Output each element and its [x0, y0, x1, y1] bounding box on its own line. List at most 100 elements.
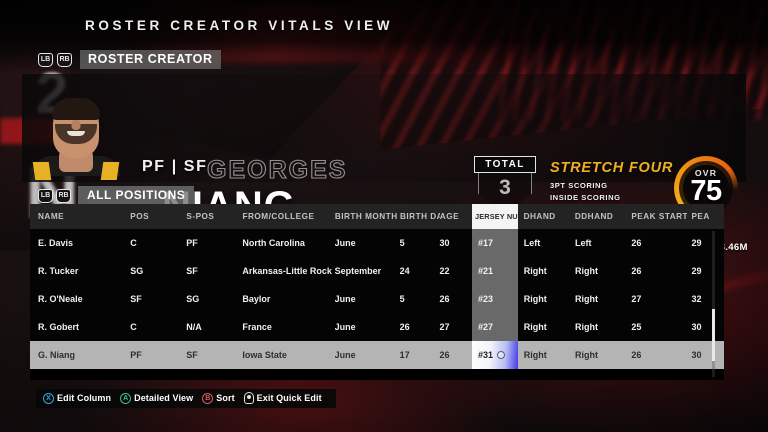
cell-college[interactable]: France: [242, 322, 272, 332]
cell-pos[interactable]: SF: [130, 294, 142, 304]
table-row[interactable]: R. O'Neale SF SG Baylor June 5 26 #23 Ri…: [30, 285, 724, 313]
action-exit-quick-edit[interactable]: Exit Quick Edit: [243, 392, 322, 404]
cell-peak-end[interactable]: 29: [691, 238, 702, 248]
cell-dhand[interactable]: Right: [523, 322, 547, 332]
column-header-dhand[interactable]: DHAND: [523, 212, 556, 221]
action-detailed-view[interactable]: A Detailed View: [120, 392, 194, 404]
cell-birth-month[interactable]: June: [334, 238, 356, 248]
right-bumper-icon[interactable]: RB: [56, 188, 71, 203]
table-scrollbar[interactable]: [712, 231, 715, 377]
column-header-birth-day[interactable]: BIRTH DAY: [399, 212, 440, 221]
player-first-name: GEORGES: [206, 155, 348, 184]
right-bumper-icon[interactable]: RB: [57, 52, 72, 67]
cell-peak-start[interactable]: 27: [631, 294, 642, 304]
cell-age[interactable]: 22: [439, 266, 450, 276]
table-row[interactable]: R. Gobert C N/A France June 26 27 #27 Ri…: [30, 313, 724, 341]
column-header-jersey-num[interactable]: ▲JERSEY NUM: [472, 204, 518, 229]
column-header-s-pos[interactable]: S-POS: [186, 212, 215, 221]
cell-college[interactable]: Arkansas-Little Rock: [242, 266, 332, 276]
left-bumper-icon[interactable]: LB: [38, 188, 53, 203]
cell-birth-month[interactable]: September: [334, 266, 382, 276]
cell-jersey-num[interactable]: #27: [471, 313, 518, 341]
cell-ddhand[interactable]: Right: [574, 350, 598, 360]
cell-s-pos[interactable]: SG: [186, 294, 200, 304]
cell-jersey-num[interactable]: #23: [471, 285, 518, 313]
cell-s-pos[interactable]: SF: [186, 350, 198, 360]
cell-birth-month[interactable]: June: [334, 350, 356, 360]
cell-peak-end[interactable]: 29: [691, 266, 702, 276]
cell-s-pos[interactable]: N/A: [186, 322, 202, 332]
table-row-selected[interactable]: G. Niang PF SF Iowa State June 17 26 #31…: [30, 341, 724, 369]
cell-college[interactable]: North Carolina: [242, 238, 305, 248]
cell-birth-day[interactable]: 17: [399, 350, 410, 360]
cell-ddhand[interactable]: Left: [574, 238, 592, 248]
player-position-line: PF | SF: [142, 158, 208, 175]
cell-college[interactable]: Iowa State: [242, 350, 287, 360]
cell-age[interactable]: 26: [439, 294, 450, 304]
cell-name[interactable]: E. Davis: [38, 238, 74, 248]
action-edit-column[interactable]: X Edit Column: [43, 392, 112, 404]
cell-birth-month[interactable]: June: [334, 294, 356, 304]
table-row[interactable]: R. Tucker SG SF Arkansas-Little Rock Sep…: [30, 257, 724, 285]
column-header-birth-month[interactable]: BIRTH MONTH: [334, 212, 398, 221]
table-row[interactable]: E. Davis C PF North Carolina June 5 30 #…: [30, 229, 724, 257]
cell-pos[interactable]: C: [130, 322, 137, 332]
cell-birth-day[interactable]: 26: [399, 322, 410, 332]
cell-peak-start[interactable]: 26: [631, 266, 642, 276]
cell-birth-day[interactable]: 5: [399, 294, 405, 304]
cell-peak-end[interactable]: 30: [691, 322, 702, 332]
action-detailed-view-label: Detailed View: [134, 393, 194, 403]
position-filter-tab[interactable]: LB RB ALL POSITIONS: [38, 186, 195, 205]
cell-s-pos[interactable]: SF: [186, 266, 198, 276]
column-header-name[interactable]: NAME: [38, 212, 65, 221]
cell-age[interactable]: 30: [439, 238, 450, 248]
player-headshot: [30, 90, 122, 182]
action-sort[interactable]: B Sort: [202, 392, 235, 404]
cell-age[interactable]: 27: [439, 322, 450, 332]
total-badges-label: TOTAL: [474, 156, 536, 173]
column-header-college[interactable]: FROM/COLLEGE: [242, 212, 315, 221]
cell-peak-start[interactable]: 26: [631, 350, 642, 360]
cell-name[interactable]: R. O'Neale: [38, 294, 83, 304]
cell-pos[interactable]: PF: [130, 350, 142, 360]
table-scrollbar-thumb[interactable]: [712, 309, 715, 361]
column-header-ddhand[interactable]: DDHAND: [574, 212, 614, 221]
cell-ddhand[interactable]: Right: [574, 266, 598, 276]
cell-jersey-num[interactable]: #21: [471, 257, 518, 285]
cell-dhand[interactable]: Right: [523, 294, 547, 304]
total-badges-value: 3: [499, 176, 511, 199]
column-header-peak-end[interactable]: PEA: [691, 212, 710, 221]
cell-s-pos[interactable]: PF: [186, 238, 198, 248]
cell-name[interactable]: R. Tucker: [38, 266, 79, 276]
column-header-pos[interactable]: POS: [130, 212, 150, 221]
cell-age[interactable]: 26: [439, 350, 450, 360]
cell-dhand[interactable]: Right: [523, 266, 547, 276]
column-header-age[interactable]: AGE: [439, 212, 460, 221]
cell-jersey-num-selected[interactable]: #31: [471, 341, 518, 369]
roster-table[interactable]: NAME POS S-POS FROM/COLLEGE BIRTH MONTH …: [30, 204, 724, 380]
left-bumper-icon[interactable]: LB: [38, 52, 53, 67]
cell-name[interactable]: R. Gobert: [38, 322, 80, 332]
action-bar: X Edit Column A Detailed View B Sort Exi…: [36, 389, 336, 408]
cell-jersey-num[interactable]: #17: [471, 229, 518, 257]
cell-peak-start[interactable]: 26: [631, 238, 642, 248]
position-filter-label: ALL POSITIONS: [78, 186, 195, 205]
page-title: ROSTER CREATOR VITALS VIEW: [85, 18, 394, 33]
xbox-b-button-icon: B: [202, 392, 214, 404]
cell-peak-start[interactable]: 25: [631, 322, 642, 332]
cell-pos[interactable]: SG: [130, 266, 144, 276]
cell-dhand[interactable]: Left: [523, 238, 541, 248]
cell-ddhand[interactable]: Right: [574, 322, 598, 332]
action-edit-column-label: Edit Column: [57, 393, 112, 403]
cell-ddhand[interactable]: Right: [574, 294, 598, 304]
cell-name[interactable]: G. Niang: [38, 350, 76, 360]
cell-college[interactable]: Baylor: [242, 294, 271, 304]
cell-birth-day[interactable]: 5: [399, 238, 405, 248]
column-header-peak-start[interactable]: PEAK START: [631, 212, 688, 221]
cell-pos[interactable]: C: [130, 238, 137, 248]
cell-peak-end[interactable]: 30: [691, 350, 702, 360]
cell-peak-end[interactable]: 32: [691, 294, 702, 304]
cell-birth-day[interactable]: 24: [399, 266, 410, 276]
cell-dhand[interactable]: Right: [523, 350, 547, 360]
cell-birth-month[interactable]: June: [334, 322, 356, 332]
